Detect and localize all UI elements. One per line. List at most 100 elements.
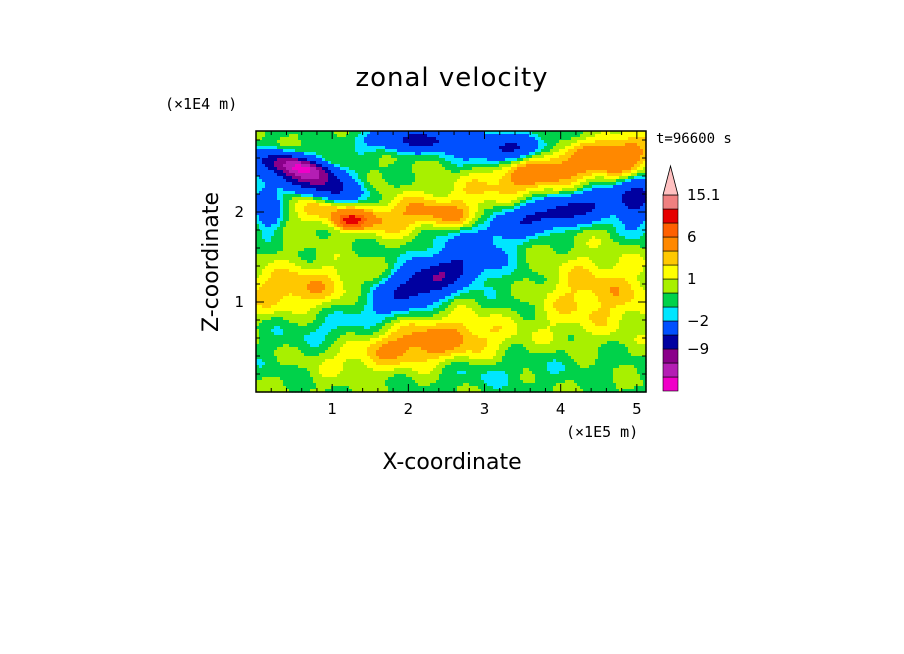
contour-cell xyxy=(355,185,359,189)
contour-cell xyxy=(547,212,551,216)
contour-cell xyxy=(625,215,629,219)
contour-cell xyxy=(472,176,476,180)
contour-cell xyxy=(289,227,293,231)
contour-cell xyxy=(340,134,344,138)
contour-cell xyxy=(595,200,599,204)
contour-cell xyxy=(604,200,608,204)
contour-cell xyxy=(499,170,503,174)
contour-cell xyxy=(271,188,275,192)
contour-cell xyxy=(256,164,260,168)
contour-cell xyxy=(331,155,335,159)
contour-cell xyxy=(352,218,356,222)
contour-cell xyxy=(388,137,392,141)
contour-cell xyxy=(517,143,521,147)
contour-cell xyxy=(490,185,494,189)
contour-cell xyxy=(346,167,350,171)
contour-cell xyxy=(379,245,383,249)
contour-cell xyxy=(589,188,593,192)
contour-cell xyxy=(526,155,530,159)
contour-cell xyxy=(370,209,374,213)
contour-cell xyxy=(451,227,455,231)
contour-cell xyxy=(520,191,524,195)
contour-cell xyxy=(493,227,497,231)
contour-cell xyxy=(511,140,515,144)
contour-cell xyxy=(565,239,569,243)
contour-cell xyxy=(475,164,479,168)
contour-cell xyxy=(319,173,323,177)
contour-cell xyxy=(292,137,296,141)
contour-cell xyxy=(346,143,350,147)
contour-cell xyxy=(481,233,485,237)
contour-cell xyxy=(487,206,491,210)
contour-cell xyxy=(505,143,509,147)
contour-cell xyxy=(331,197,335,201)
contour-cell xyxy=(268,152,272,156)
contour-cell xyxy=(520,158,524,162)
contour-cell xyxy=(289,236,293,240)
contour-cell xyxy=(526,242,530,246)
contour-cell xyxy=(475,179,479,183)
contour-cell xyxy=(406,197,410,201)
contour-cell xyxy=(376,152,380,156)
contour-cell xyxy=(595,194,599,198)
contour-cell xyxy=(643,221,647,225)
contour-cell xyxy=(406,131,410,135)
contour-cell xyxy=(538,158,542,162)
contour-cell xyxy=(304,245,308,249)
contour-cell xyxy=(640,167,644,171)
contour-cell xyxy=(433,158,437,162)
contour-cell xyxy=(421,209,425,213)
contour-cell xyxy=(319,152,323,156)
contour-cell xyxy=(400,155,404,159)
contour-cell xyxy=(604,155,608,159)
contour-cell xyxy=(385,236,389,240)
contour-cell xyxy=(547,143,551,147)
contour-cell xyxy=(424,164,428,168)
contour-cell xyxy=(604,140,608,144)
contour-cell xyxy=(415,185,419,189)
contour-cell xyxy=(376,194,380,198)
contour-cell xyxy=(385,200,389,204)
contour-cell xyxy=(487,185,491,189)
contour-cell xyxy=(463,182,467,186)
contour-cell xyxy=(508,179,512,183)
contour-cell xyxy=(580,203,584,207)
contour-cell xyxy=(535,137,539,141)
contour-cell xyxy=(556,176,560,180)
contour-cell xyxy=(361,197,365,201)
contour-cell xyxy=(271,140,275,144)
contour-cell xyxy=(499,194,503,198)
contour-cell xyxy=(475,230,479,234)
contour-cell xyxy=(571,206,575,210)
contour-cell xyxy=(499,158,503,162)
contour-cell xyxy=(373,182,377,186)
contour-cell xyxy=(457,176,461,180)
contour-cell xyxy=(541,203,545,207)
contour-cell xyxy=(469,239,473,243)
contour-cell xyxy=(271,194,275,198)
contour-cell xyxy=(280,155,284,159)
contour-cell xyxy=(577,227,581,231)
contour-cell xyxy=(304,131,308,135)
contour-cell xyxy=(271,152,275,156)
contour-cell xyxy=(517,233,521,237)
contour-cell xyxy=(640,236,644,240)
contour-cell xyxy=(403,182,407,186)
contour-cell xyxy=(466,206,470,210)
contour-cell xyxy=(361,230,365,234)
contour-cell xyxy=(307,212,311,216)
contour-cell xyxy=(592,149,596,153)
contour-cell xyxy=(493,185,497,189)
contour-cell xyxy=(541,215,545,219)
contour-cell xyxy=(505,230,509,234)
contour-cell xyxy=(643,215,647,219)
contour-cell xyxy=(334,131,338,135)
contour-cell xyxy=(385,215,389,219)
contour-cell xyxy=(583,182,587,186)
contour-cell xyxy=(355,137,359,141)
contour-cell xyxy=(511,146,515,150)
contour-cell xyxy=(556,218,560,222)
contour-cell xyxy=(484,170,488,174)
contour-cell xyxy=(331,227,335,231)
contour-cell xyxy=(523,149,527,153)
